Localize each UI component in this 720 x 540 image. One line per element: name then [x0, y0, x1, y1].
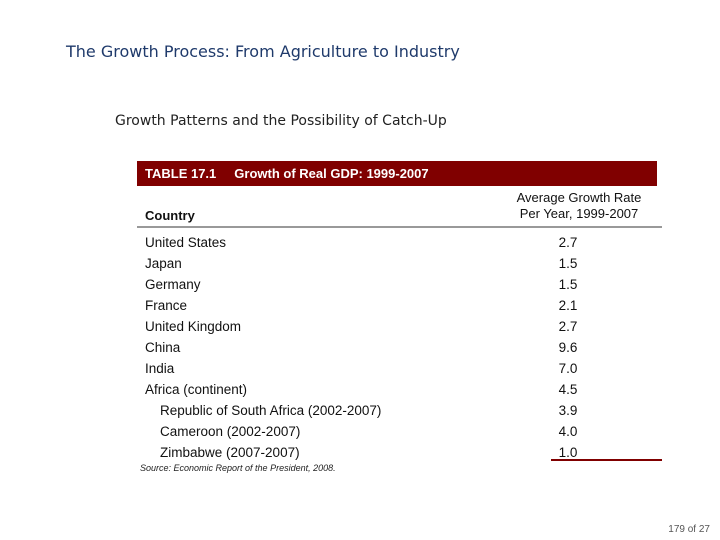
column-headers: Country Average Growth Rate Per Year, 19…	[137, 186, 662, 228]
gdp-table: TABLE 17.1 Growth of Real GDP: 1999-2007 …	[137, 161, 662, 463]
row-value: 7.0	[558, 361, 578, 376]
row-country: Africa (continent)	[145, 382, 248, 397]
row-value: 1.0	[558, 445, 578, 460]
row-value: 2.7	[558, 235, 578, 250]
table-body: United States 2.7 Japan 1.5 Germany 1.5 Fra…	[137, 232, 662, 463]
row-country: United Kingdom	[145, 319, 242, 334]
table-row: Africa (continent) 4.5	[137, 379, 662, 400]
table-row: Republic of South Africa (2002-2007) 3.9	[137, 400, 662, 421]
table-row: China 9.6	[137, 337, 662, 358]
row-value: 4.0	[558, 424, 578, 439]
slide-subtitle: Growth Patterns and the Possibility of C…	[115, 113, 447, 129]
table-row: Japan 1.5	[137, 253, 662, 274]
row-country: Germany	[145, 277, 201, 292]
page-number: 179 of 27	[668, 524, 710, 535]
table-header-bar: TABLE 17.1 Growth of Real GDP: 1999-2007	[137, 161, 657, 186]
row-country: India	[145, 361, 175, 376]
column-header-growth-rate-line2: Per Year, 1999-2007	[519, 206, 639, 221]
table-row: Zimbabwe (2007-2007) 1.0	[137, 442, 662, 463]
column-header-country: Country	[145, 208, 195, 223]
column-header-growth-rate: Average Growth Rate Per Year, 1999-2007	[499, 190, 659, 222]
row-value: 1.5	[558, 277, 578, 292]
table-bottom-rule	[551, 459, 662, 461]
table-row: Cameroon (2002-2007) 4.0	[137, 421, 662, 442]
table-row: France 2.1	[137, 295, 662, 316]
table-row: United Kingdom 2.7	[137, 316, 662, 337]
table-caption: Growth of Real GDP: 1999-2007	[234, 166, 429, 181]
row-country: France	[145, 298, 188, 313]
table-row: United States 2.7	[137, 232, 662, 253]
row-country: Republic of South Africa (2002-2007)	[160, 403, 382, 418]
row-country: Japan	[145, 256, 182, 271]
row-country: China	[145, 340, 181, 355]
table-label: TABLE 17.1	[145, 166, 217, 181]
row-country: United States	[145, 235, 227, 250]
column-header-growth-rate-line1: Average Growth Rate	[516, 190, 642, 205]
row-value: 9.6	[558, 340, 578, 355]
table-row: Germany 1.5	[137, 274, 662, 295]
table-row: India 7.0	[137, 358, 662, 379]
slide-title: The Growth Process: From Agriculture to …	[66, 42, 460, 61]
row-value: 2.7	[558, 319, 578, 334]
table-source-note: Source: Economic Report of the President…	[140, 463, 336, 473]
row-country: Cameroon (2002-2007)	[160, 424, 301, 439]
row-value: 4.5	[558, 382, 578, 397]
row-value: 3.9	[558, 403, 578, 418]
row-country: Zimbabwe (2007-2007)	[160, 445, 300, 460]
row-value: 1.5	[558, 256, 578, 271]
row-value: 2.1	[558, 298, 578, 313]
